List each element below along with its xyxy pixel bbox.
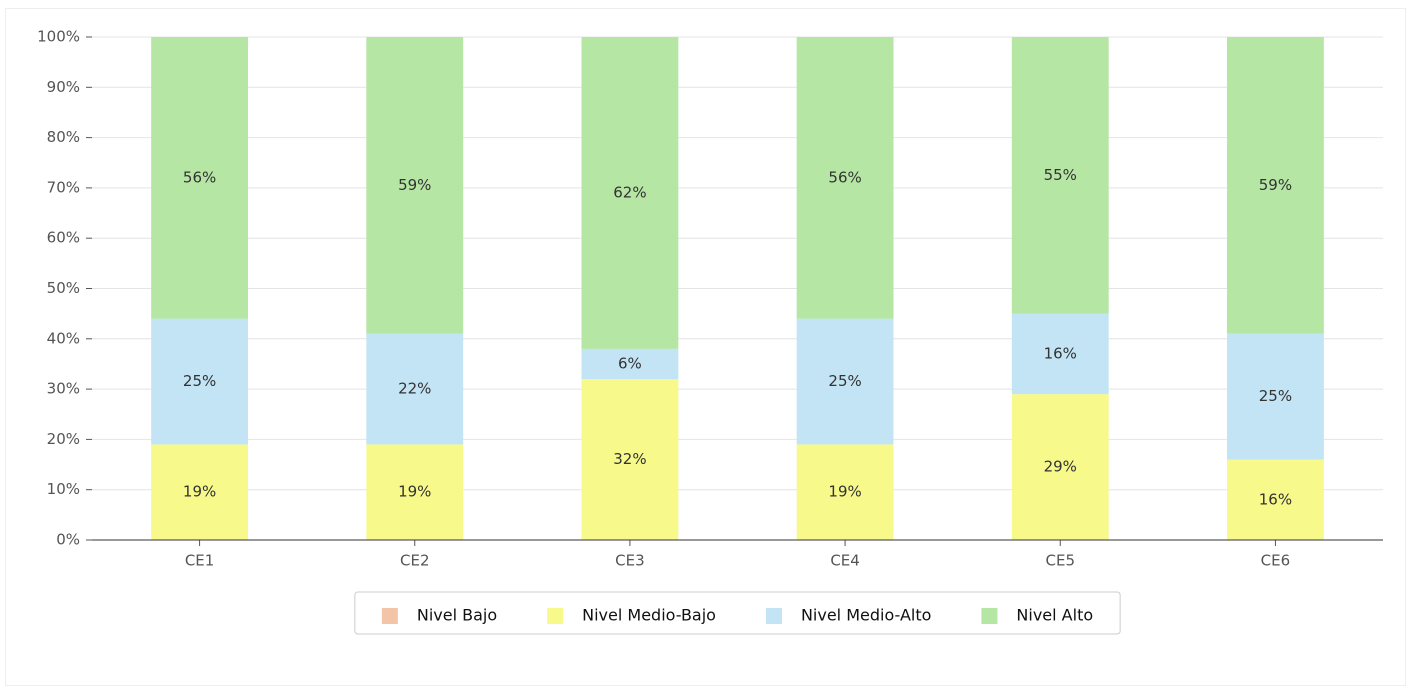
value-label: 62% <box>613 183 646 201</box>
value-label: 19% <box>828 483 861 501</box>
x-tick-label: CE4 <box>830 552 860 570</box>
bar-segment <box>1011 37 1109 314</box>
bar-segment <box>796 318 894 445</box>
legend-swatch <box>547 608 564 624</box>
x-tick-label: CE6 <box>1261 552 1291 570</box>
x-tick-label: CE3 <box>615 552 645 570</box>
legend-box <box>354 591 1121 635</box>
x-tick-label: CE2 <box>400 552 430 570</box>
value-label: 22% <box>398 380 431 398</box>
y-tick-label: 70% <box>47 178 80 196</box>
value-label: 6% <box>618 354 642 372</box>
value-label: 16% <box>1259 490 1292 508</box>
bar-segment <box>366 333 464 445</box>
value-label: 16% <box>1044 344 1077 362</box>
bar-segment <box>796 444 894 540</box>
y-tick-label: 60% <box>47 229 80 247</box>
value-label: 25% <box>1259 387 1292 405</box>
value-label: 56% <box>183 168 216 186</box>
y-tick-label: 0% <box>56 531 80 549</box>
bar-segment <box>366 444 464 540</box>
bar-segment <box>1011 394 1109 540</box>
y-tick-label: 10% <box>47 480 80 498</box>
y-tick-label: 90% <box>47 78 80 96</box>
value-label: 56% <box>828 168 861 186</box>
y-tick-label: 50% <box>47 279 80 297</box>
bar-segment <box>1227 37 1324 334</box>
value-label: 25% <box>828 372 861 390</box>
value-label: 59% <box>1259 176 1292 194</box>
bar-segment <box>151 37 248 319</box>
value-label: 59% <box>398 176 431 194</box>
bar-segment <box>796 37 894 319</box>
bar-segment <box>581 348 679 380</box>
y-tick-label: 100% <box>37 28 80 46</box>
y-tick-label: 80% <box>47 128 80 146</box>
value-label: 19% <box>398 483 431 501</box>
value-label: 55% <box>1044 166 1077 184</box>
value-label: 32% <box>613 450 646 468</box>
legend: Nivel Bajo Nivel Medio-Bajo Nivel Medio-Al… <box>354 591 1121 635</box>
y-tick-label: 30% <box>47 380 80 398</box>
bar-segment <box>581 37 679 349</box>
y-tick-label: 40% <box>47 329 80 347</box>
bar-segment <box>1227 459 1324 540</box>
value-label: 19% <box>183 483 216 501</box>
bar-segment <box>151 318 248 445</box>
legend-swatch <box>981 608 998 624</box>
bar-segment <box>581 379 679 540</box>
legend-swatch <box>765 608 782 624</box>
bar-segment <box>1227 333 1324 460</box>
x-tick-label: CE5 <box>1046 552 1076 570</box>
x-tick-label: CE1 <box>185 552 215 570</box>
bar-segment <box>1011 313 1109 395</box>
bar-segment <box>151 444 248 540</box>
legend-label: Nivel Medio-Bajo <box>582 606 716 625</box>
value-label: 25% <box>183 372 216 390</box>
legend-label: Nivel Medio-Alto <box>801 606 931 625</box>
legend-swatch <box>381 608 398 624</box>
value-label: 29% <box>1044 458 1077 476</box>
bar-segment <box>366 37 464 334</box>
legend-label: Nivel Bajo <box>417 606 497 625</box>
y-tick-label: 20% <box>47 430 80 448</box>
legend-label: Nivel Alto <box>1016 606 1093 625</box>
